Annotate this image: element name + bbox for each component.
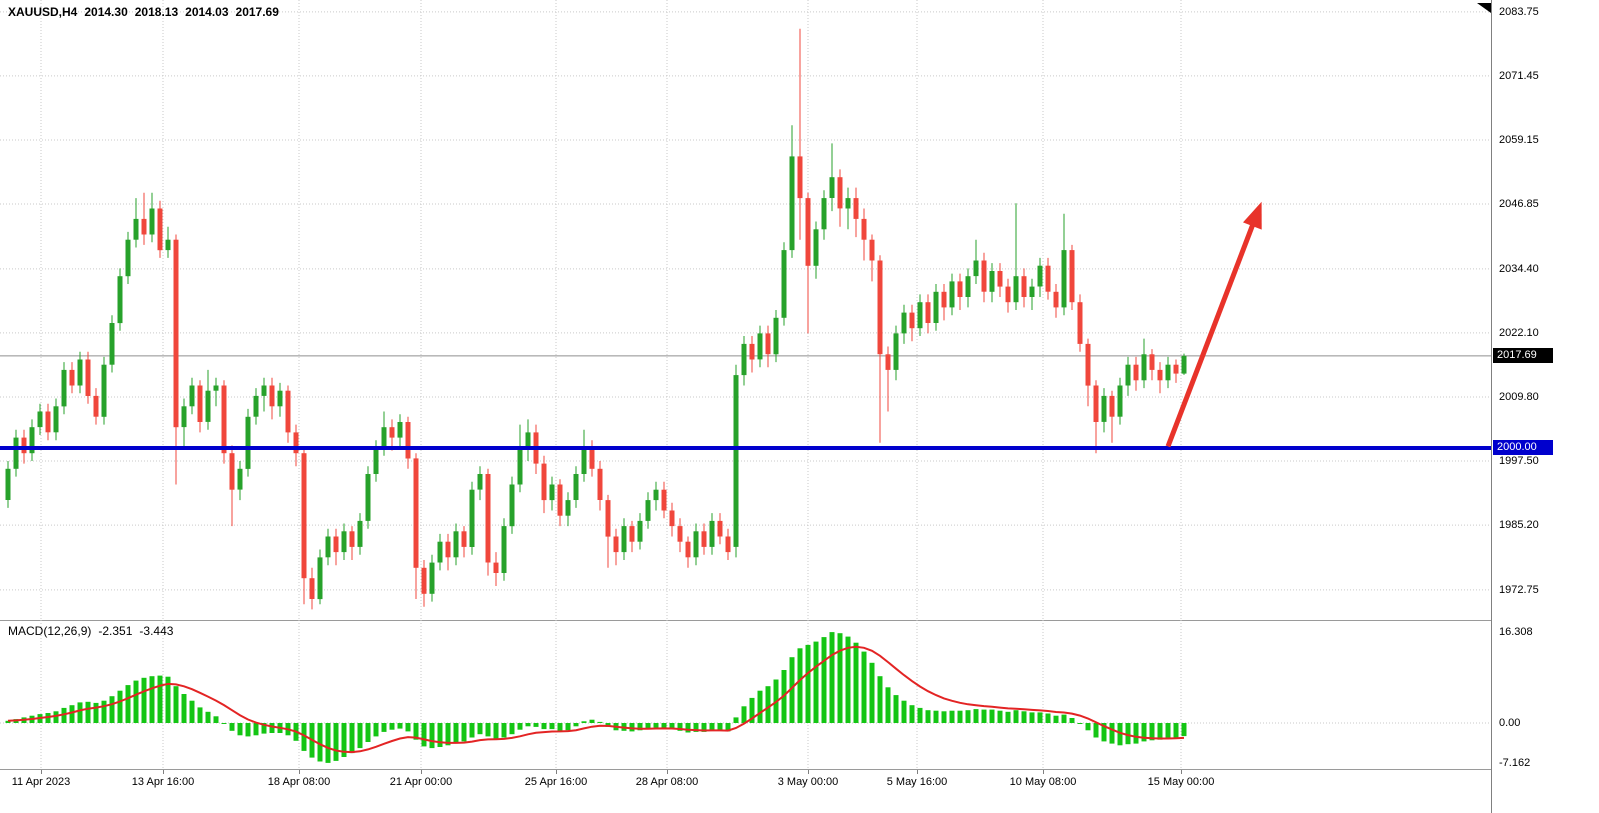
time-tick-label: 28 Apr 08:00	[635, 776, 699, 788]
price-axis[interactable]: 2083.75 2071.45 2059.15 2046.85 2034.40 2022.…	[1491, 0, 1599, 813]
time-tick-label: 11 Apr 2023	[11, 776, 71, 788]
panel-separator[interactable]	[0, 769, 1599, 770]
macd-name: MACD(12,26,9)	[8, 624, 92, 638]
macd-grid	[0, 620, 1491, 769]
price-tick-label: 2034.40	[1499, 263, 1539, 275]
time-tick-label: 10 May 08:00	[1009, 776, 1077, 788]
time-tick-label: 5 May 16:00	[886, 776, 948, 788]
trend-arrow[interactable]	[1165, 201, 1262, 448]
macd-value: -2.351	[98, 624, 133, 638]
time-tick-label: 3 May 00:00	[777, 776, 839, 788]
high-value: 2018.13	[134, 5, 179, 19]
time-tick-mark	[41, 770, 42, 774]
time-tick-label: 13 Apr 16:00	[131, 776, 195, 788]
grid	[0, 0, 1491, 620]
open-value: 2014.30	[84, 5, 128, 19]
ohlc-readout: XAUUSD,H4 2014.30 2018.13 2014.03 2017.69	[8, 5, 286, 19]
low-value: 2014.03	[185, 5, 229, 19]
macd-signal-line	[7, 645, 1185, 754]
chart-shift-marker-icon[interactable]	[1477, 3, 1491, 13]
current-price-badge: 2017.69	[1493, 348, 1553, 363]
price-tick-label: 2046.85	[1499, 198, 1539, 210]
main-chart[interactable]	[0, 0, 1491, 620]
price-tick-label: 2009.80	[1499, 391, 1539, 403]
price-tick-label: 2071.45	[1499, 70, 1539, 82]
level-price-badge: 2000.00	[1493, 440, 1553, 455]
macd-tick-label: -7.162	[1499, 757, 1531, 769]
time-tick-label: 18 Apr 08:00	[267, 776, 331, 788]
panel-separator[interactable]	[0, 620, 1599, 621]
macd-histogram	[5, 632, 1187, 763]
candles-series	[5, 28, 1187, 610]
time-tick-label: 25 Apr 16:00	[524, 776, 588, 788]
price-tick-label: 1997.50	[1499, 455, 1539, 467]
macd-indicator-label: MACD(12,26,9) -2.351 -3.443	[8, 624, 180, 638]
time-axis[interactable]: 11 Apr 2023 13 Apr 16:00 18 Apr 08:00 21 Ap…	[0, 770, 1491, 798]
time-tick-mark	[667, 770, 668, 774]
symbol-timeframe-label: XAUUSD,H4	[8, 5, 78, 19]
macd-chart[interactable]	[0, 620, 1491, 769]
price-tick-label: 2083.75	[1499, 6, 1539, 18]
time-tick-mark	[1043, 770, 1044, 774]
macd-signal-value: -3.443	[139, 624, 174, 638]
price-tick-label: 1972.75	[1499, 584, 1539, 596]
macd-tick-label: 0.00	[1499, 717, 1521, 729]
time-tick-mark	[917, 770, 918, 774]
time-tick-label: 21 Apr 00:00	[389, 776, 453, 788]
time-tick-mark	[808, 770, 809, 774]
price-tick-label: 2022.10	[1499, 327, 1539, 339]
time-tick-mark	[556, 770, 557, 774]
time-tick-mark	[421, 770, 422, 774]
price-tick-label: 2059.15	[1499, 134, 1539, 146]
time-tick-mark	[163, 770, 164, 774]
time-tick-mark	[299, 770, 300, 774]
macd-tick-label: 16.308	[1499, 626, 1533, 638]
price-tick-label: 1985.20	[1499, 519, 1539, 531]
time-tick-label: 15 May 00:00	[1147, 776, 1215, 788]
time-tick-mark	[1181, 770, 1182, 774]
close-value: 2017.69	[235, 5, 279, 19]
